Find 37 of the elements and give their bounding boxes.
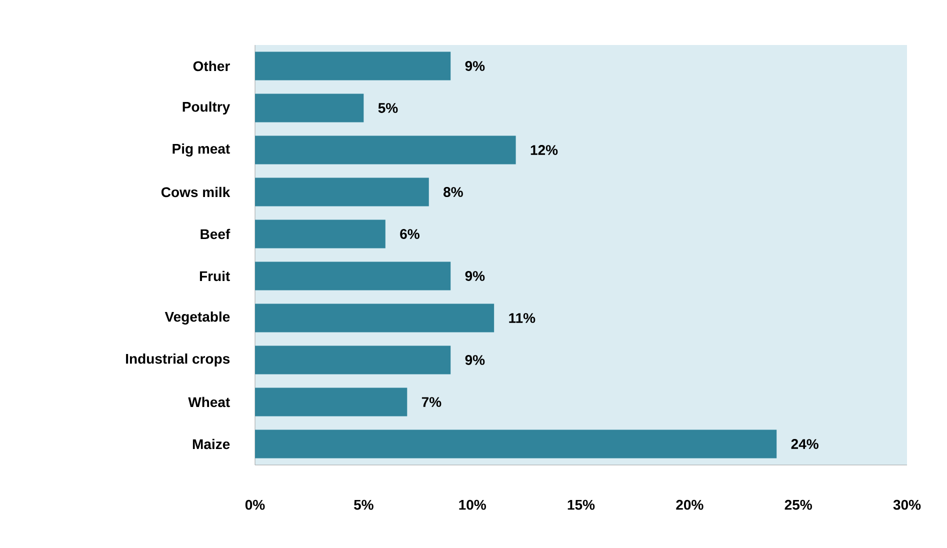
x-tick-label: 25% <box>784 500 812 510</box>
bar <box>255 52 451 80</box>
y-tick-label: Pig meat <box>172 143 230 157</box>
data-label: 8% <box>444 187 463 197</box>
data-label: 5% <box>378 103 398 113</box>
data-label: 9% <box>465 61 485 71</box>
y-tick-label: Vegetable <box>164 311 230 325</box>
bar <box>255 430 777 458</box>
data-label: 9% <box>465 271 485 281</box>
y-tick-label: Maize <box>192 438 230 450</box>
bar <box>255 262 451 290</box>
x-tick-label: 5% <box>354 500 374 510</box>
data-label: 6% <box>400 229 420 239</box>
bar <box>255 388 408 416</box>
x-tick-label: 30% <box>893 500 921 510</box>
y-tick-label: Industrial crops <box>126 353 230 367</box>
data-label: 24% <box>791 439 818 449</box>
data-label: 11% <box>509 313 536 323</box>
y-tick-label: Fruit <box>200 270 230 282</box>
data-label: 12% <box>530 145 558 155</box>
bar <box>255 178 429 206</box>
data-label: 7% <box>422 397 442 407</box>
x-tick-label: 0% <box>245 500 265 510</box>
y-tick-label: Other <box>193 60 230 72</box>
bar <box>255 304 494 332</box>
bar <box>255 220 386 248</box>
y-tick-label: Beef <box>200 228 230 240</box>
x-tick-label: 20% <box>676 500 704 510</box>
bar <box>255 136 516 164</box>
x-tick-label: 10% <box>459 500 486 510</box>
y-tick-label: Wheat <box>188 396 230 408</box>
y-tick-label: Poultry <box>182 101 230 115</box>
data-label: 9% <box>465 355 485 365</box>
x-tick-label: 15% <box>568 500 595 510</box>
bar <box>255 346 451 374</box>
y-tick-label: Cows milk <box>161 186 230 198</box>
bar <box>255 94 364 122</box>
